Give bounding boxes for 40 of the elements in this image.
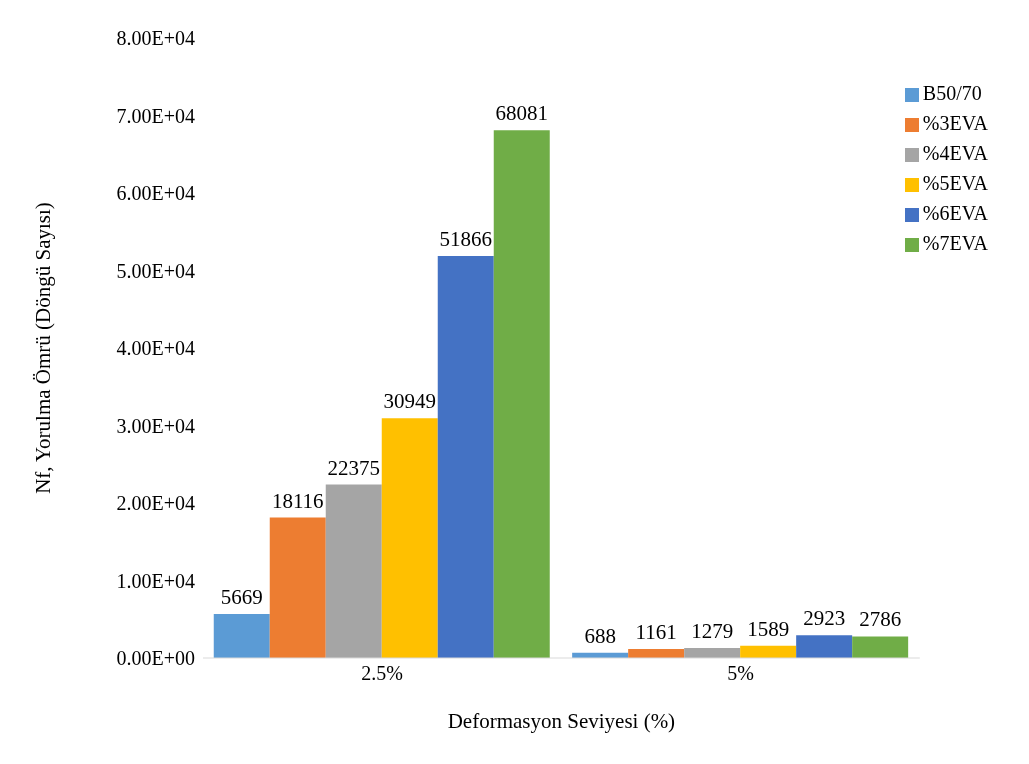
bar xyxy=(325,484,382,658)
data-label: 68081 xyxy=(495,101,548,126)
legend-label: B50/70 xyxy=(922,82,982,104)
legend-label: %5EVA xyxy=(922,172,988,194)
x-axis-title: Deformasyon Seviyesi (%) xyxy=(447,709,676,733)
data-label: 22375 xyxy=(327,455,380,480)
y-tick-label: 6.00E+04 xyxy=(116,182,195,205)
data-label: 1589 xyxy=(747,616,790,641)
bar xyxy=(796,635,853,658)
y-tick-label: 4.00E+04 xyxy=(116,337,195,360)
data-label: 18116 xyxy=(271,488,324,513)
y-tick-label: 1.00E+04 xyxy=(116,569,195,592)
data-label: 5669 xyxy=(220,585,263,610)
legend-label: %6EVA xyxy=(922,202,988,224)
data-label: 688 xyxy=(584,623,616,648)
legend-label: %4EVA xyxy=(922,142,988,164)
y-axis-title: Nf, Yorulma Ömrü (Döngü Sayısı) xyxy=(31,202,56,494)
x-tick-label: 5% xyxy=(727,662,754,685)
data-label: 1161 xyxy=(635,620,677,644)
data-label: 30949 xyxy=(383,389,436,414)
y-tick-label: 0.00E+00 xyxy=(116,647,195,670)
bar xyxy=(213,614,270,658)
legend-label: %3EVA xyxy=(922,112,988,134)
bar xyxy=(381,418,438,658)
data-label: 2923 xyxy=(803,606,846,631)
data-label: 1279 xyxy=(691,619,734,644)
legend-label: %7EVA xyxy=(922,232,988,254)
y-tick-label: 3.00E+04 xyxy=(116,414,195,437)
y-tick-label: 7.00E+04 xyxy=(116,104,195,127)
bar xyxy=(437,256,494,658)
y-tick-label: 8.00E+04 xyxy=(116,27,195,50)
y-tick-label: 2.00E+04 xyxy=(116,492,195,515)
data-label: 51866 xyxy=(439,227,492,252)
data-label: 2786 xyxy=(859,607,902,632)
bar xyxy=(684,648,741,658)
bar xyxy=(493,130,550,658)
bar xyxy=(269,517,326,658)
x-tick-label: 2.5% xyxy=(361,662,404,685)
y-tick-label: 5.00E+04 xyxy=(116,259,195,282)
bar xyxy=(852,636,909,658)
